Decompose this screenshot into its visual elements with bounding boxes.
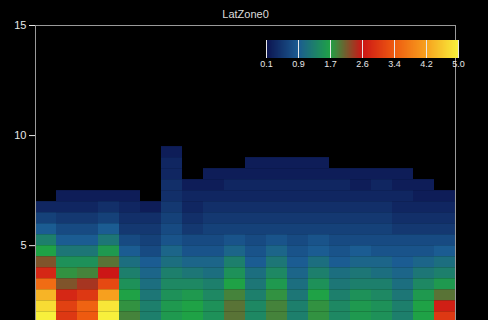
svg-text:0.1: 0.1 [260, 59, 273, 69]
svg-text:4.2: 4.2 [420, 59, 433, 69]
svg-text:1.7: 1.7 [324, 59, 337, 69]
svg-text:15: 15 [14, 19, 26, 31]
svg-text:5: 5 [20, 239, 26, 251]
svg-text:2.6: 2.6 [356, 59, 369, 69]
svg-text:0.9: 0.9 [292, 59, 305, 69]
svg-text:LatZone0: LatZone0 [222, 8, 268, 20]
svg-text:5.0: 5.0 [452, 59, 465, 69]
svg-text:3.4: 3.4 [388, 59, 401, 69]
svg-text:10: 10 [14, 129, 26, 141]
